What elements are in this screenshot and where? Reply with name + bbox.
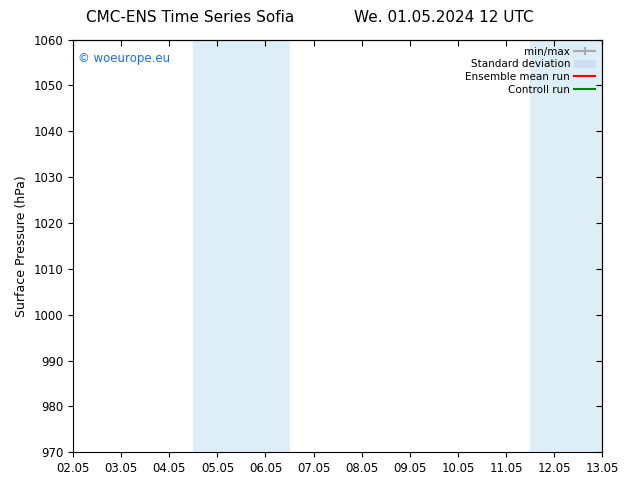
Bar: [193, 40, 242, 452]
Bar: [578, 40, 602, 452]
Text: © woeurope.eu: © woeurope.eu: [79, 52, 171, 65]
Bar: [530, 40, 578, 452]
Text: CMC-ENS Time Series Sofia: CMC-ENS Time Series Sofia: [86, 10, 294, 25]
Y-axis label: Surface Pressure (hPa): Surface Pressure (hPa): [15, 175, 28, 317]
Bar: [242, 40, 290, 452]
Text: We. 01.05.2024 12 UTC: We. 01.05.2024 12 UTC: [354, 10, 534, 25]
Legend: min/max, Standard deviation, Ensemble mean run, Controll run: min/max, Standard deviation, Ensemble me…: [461, 43, 599, 99]
